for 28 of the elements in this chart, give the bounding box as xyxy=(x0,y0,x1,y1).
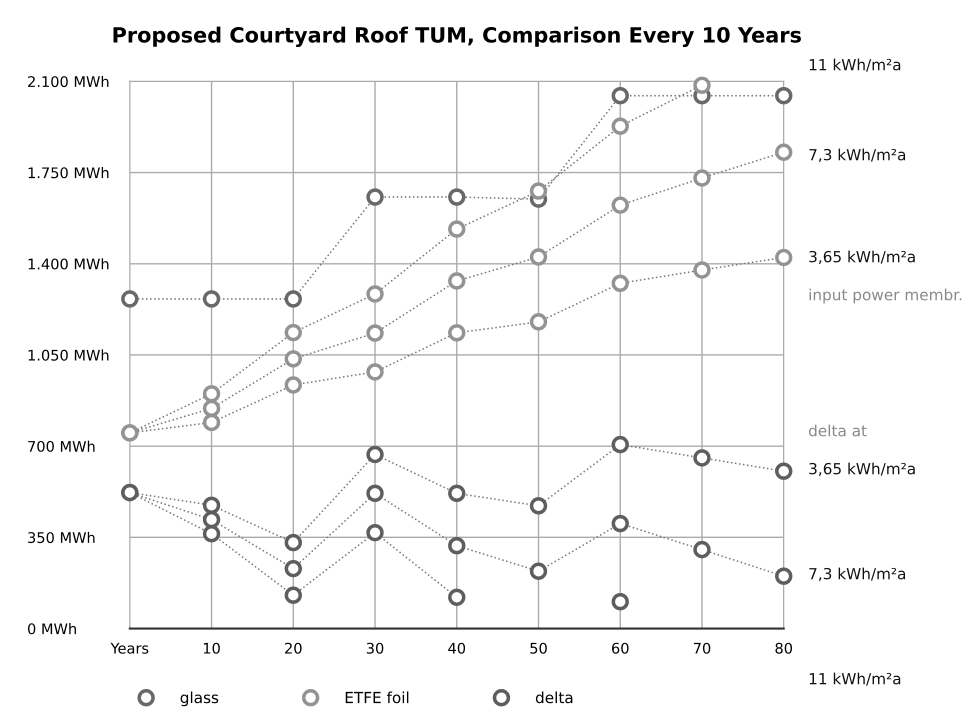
x-tick-label: 80 xyxy=(775,642,792,654)
y-tick-label: 0 MWh xyxy=(28,623,76,634)
y-tick-label: 2.100 MWh xyxy=(28,76,108,88)
x-tick-label: 60 xyxy=(612,642,629,654)
x-tick-label: 70 xyxy=(694,642,710,654)
text: 11 kWh/m²a xyxy=(810,672,900,686)
x-tick-label: 50 xyxy=(530,642,547,654)
text: 11 kWh/m²a xyxy=(810,58,900,72)
chart-title: Proposed Courtyard Roof TUM, Comparison Every 10 Years xyxy=(114,26,801,47)
text: input power membr. xyxy=(810,288,962,304)
text: 7,3 kWh/m²a xyxy=(809,568,906,581)
y-tick-label: 1.050 MWh xyxy=(28,349,108,361)
legend-label: delta xyxy=(536,691,572,704)
text: 3,65 kWh/m²a xyxy=(809,250,915,264)
x-tick-label: 20 xyxy=(285,642,302,654)
y-tick-label: 1.400 MWh xyxy=(28,258,108,270)
x-tick-label: 40 xyxy=(448,642,466,654)
text: delta at xyxy=(808,424,867,436)
x-tick-label: 30 xyxy=(366,642,384,654)
y-tick-label: 700 MWh xyxy=(28,440,95,452)
y-tick-label: 1.750 MWh xyxy=(28,167,108,178)
legend-label: glass xyxy=(180,691,218,706)
text: 7,3 kWh/m²a xyxy=(809,148,906,162)
text: 3,65 kWh/m²a xyxy=(809,462,915,476)
x-tick-label: Years xyxy=(110,642,148,654)
x-tick-label: 10 xyxy=(204,642,220,654)
y-tick-label: 350 MWh xyxy=(28,532,95,544)
legend-label: ETFE foil xyxy=(346,691,408,704)
